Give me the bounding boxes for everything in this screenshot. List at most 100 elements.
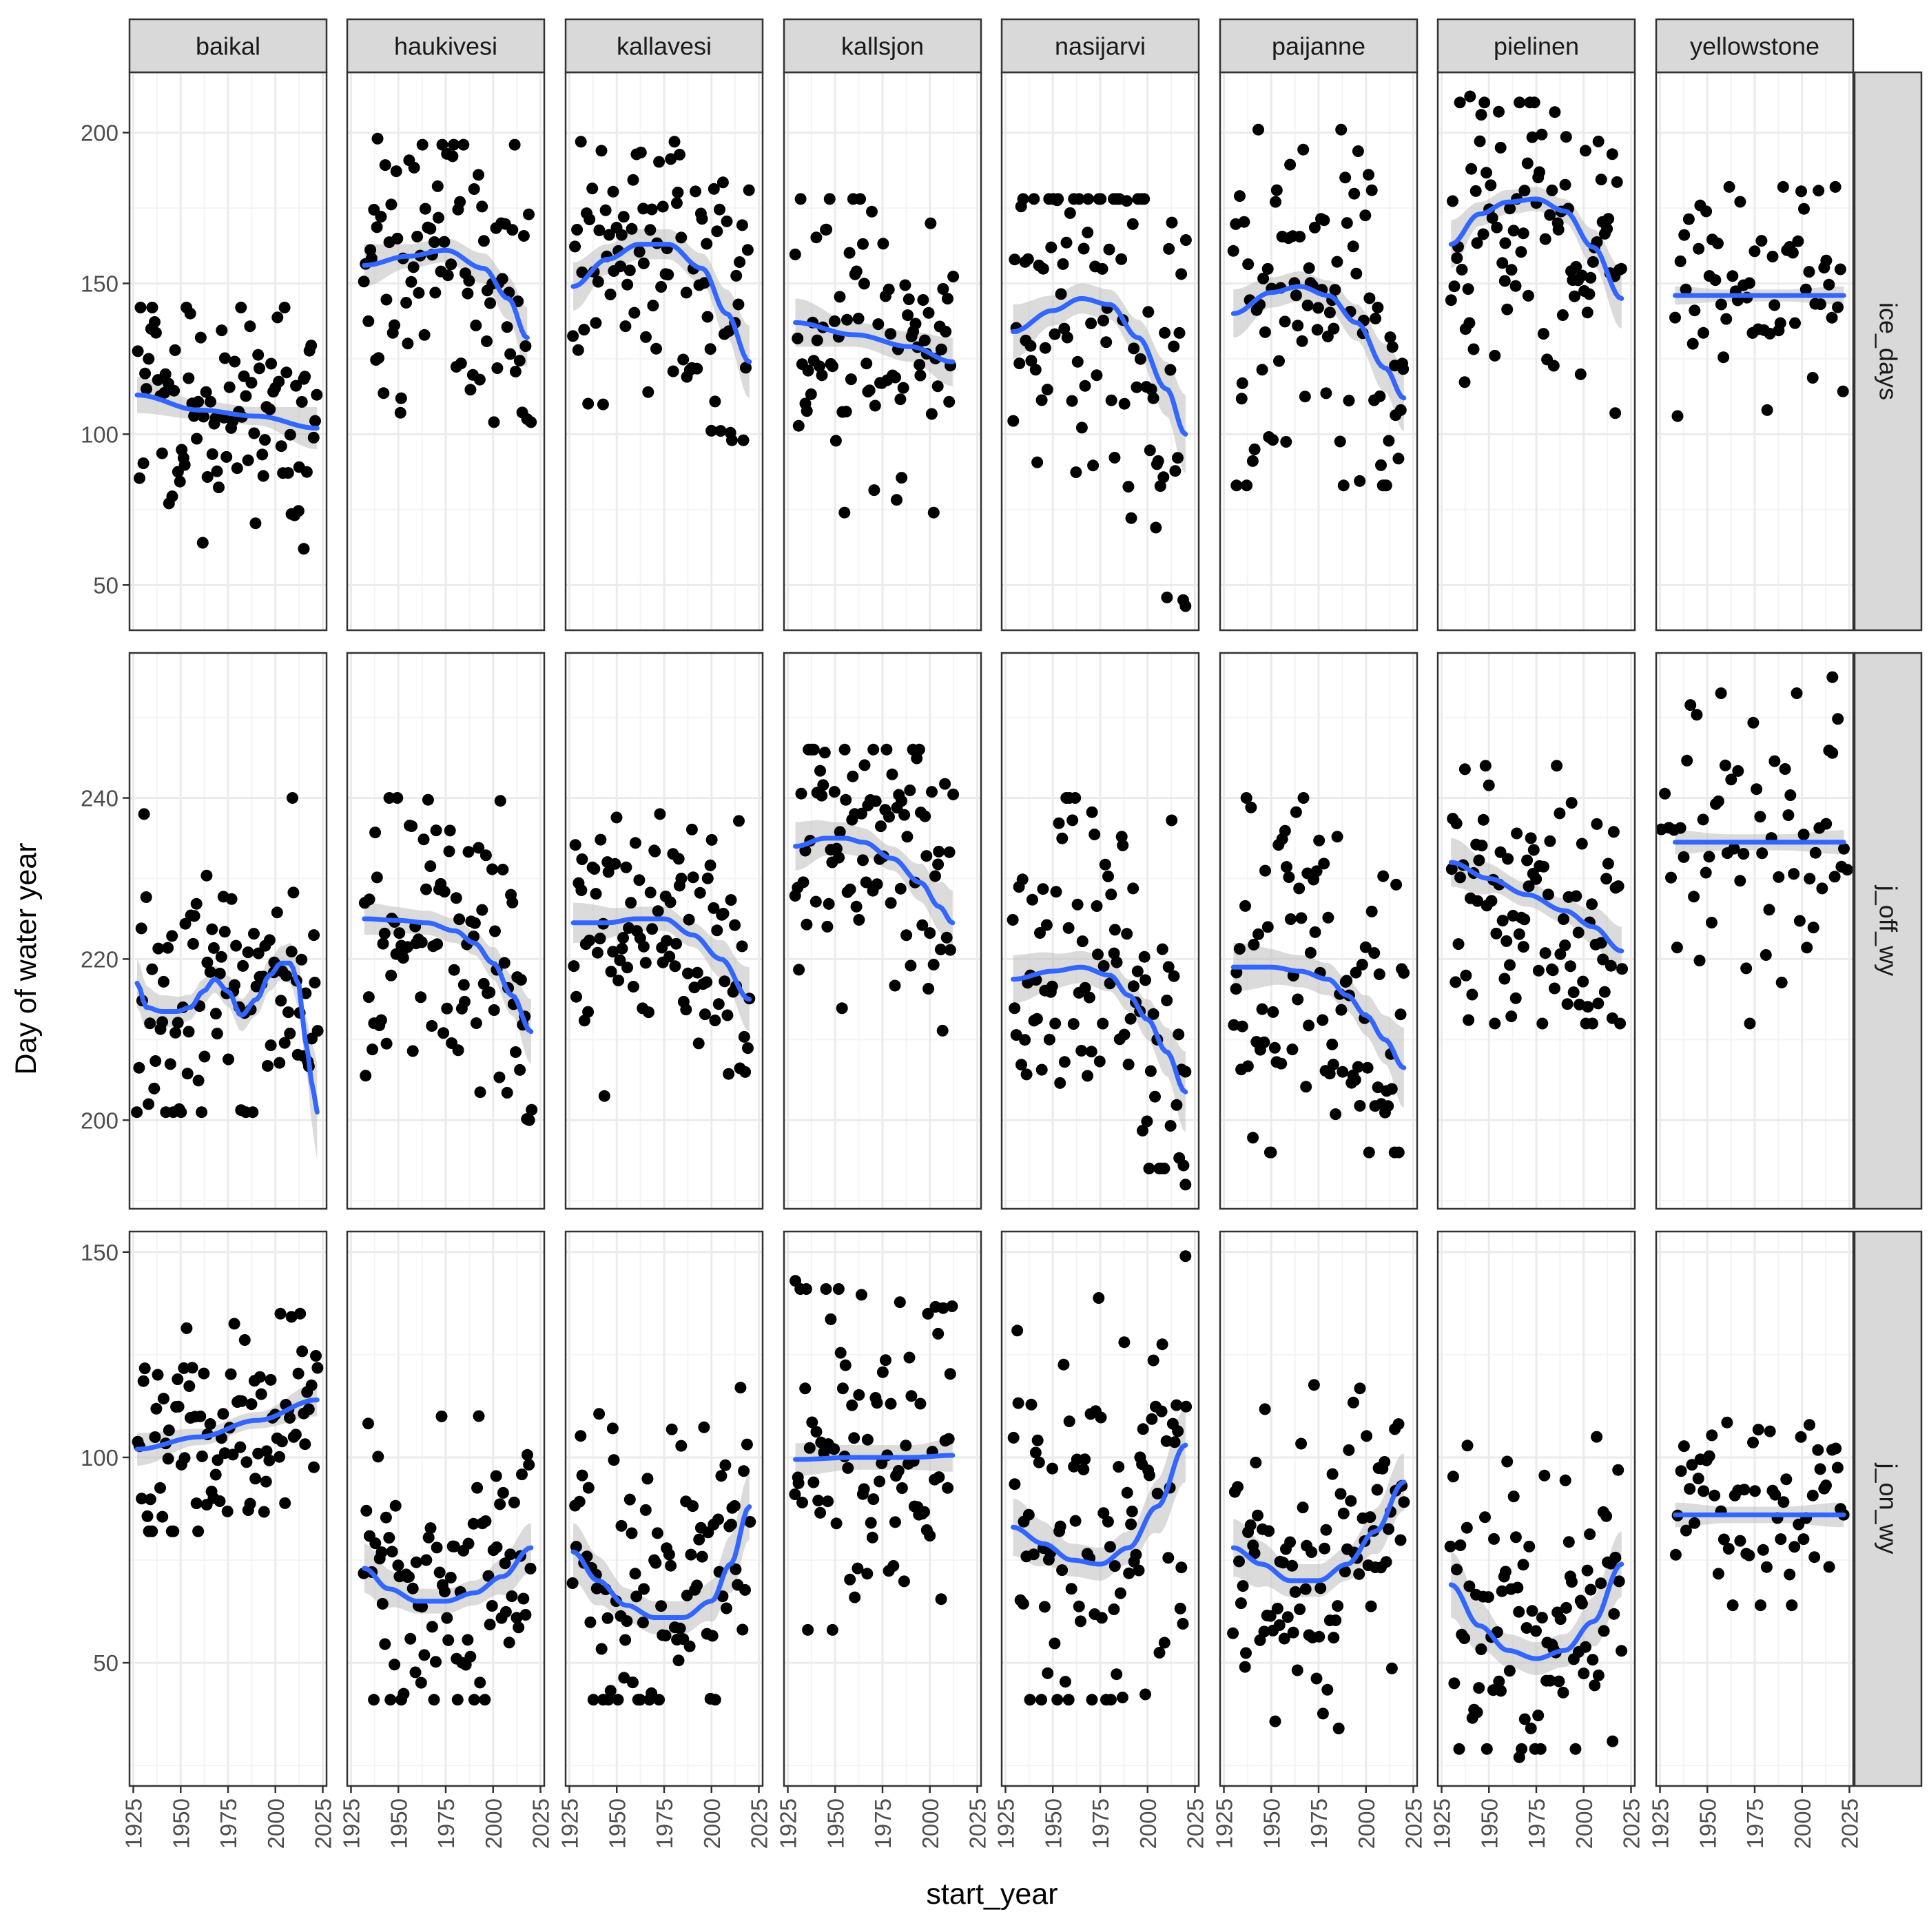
data-point [823,193,836,205]
data-point [166,490,178,503]
data-point [1093,1055,1106,1068]
data-point [240,1456,253,1468]
data-point [477,235,490,247]
data-point [728,1500,741,1512]
data-point [294,1307,307,1320]
data-point [817,779,829,791]
data-point [1579,145,1591,157]
data-point [918,1506,931,1518]
panel-j_on_wy-kallavesi [564,1230,764,1787]
trend-line [362,247,530,340]
data-point [499,1557,511,1570]
y-axis-title: Day of water year [10,843,43,1075]
data-point [944,944,956,956]
data-point [1150,521,1162,534]
data-point [1768,299,1781,311]
facet-strip-top [346,18,546,74]
data-point [1503,1665,1516,1677]
data-point [1489,1017,1501,1030]
data-point [249,517,262,530]
data-point [889,371,901,384]
panel-border [346,652,546,1210]
data-point [1712,237,1724,249]
data-point [1064,207,1076,219]
data-point [1761,404,1773,416]
data-point [792,1477,805,1489]
data-point [628,307,641,319]
data-point [627,981,639,993]
data-point [1284,1536,1297,1548]
data-point [201,956,214,968]
data-point [594,933,606,945]
data-point [852,1562,864,1575]
data-point [1361,1430,1373,1442]
data-point [1829,180,1842,193]
data-point [597,398,609,411]
data-point [1079,380,1091,392]
data-point [525,416,537,428]
data-point [227,1448,239,1461]
data-point [1339,172,1352,184]
data-point [1841,864,1853,876]
data-point [135,922,147,935]
data-point [637,1617,649,1629]
data-point [1261,262,1274,275]
data-point [476,904,488,916]
data-point [612,1694,624,1706]
data-point [1263,1525,1275,1537]
data-point [642,386,654,398]
data-point [1693,242,1705,255]
data-point [451,1694,464,1706]
data-point [501,1087,513,1099]
panel-j_on_wy-paijanne [1219,1230,1419,1787]
data-point [1326,1468,1339,1480]
data-point [807,743,820,756]
data-point [889,1516,901,1528]
data-point [605,966,617,978]
data-point [162,942,174,954]
data-point [1612,1464,1624,1476]
data-point [576,266,588,278]
data-point [1075,422,1088,434]
data-point [231,462,243,475]
y-tick-label: 200 [81,1108,118,1133]
data-point [1122,481,1135,493]
data-point [1703,851,1715,863]
data-point [732,298,745,311]
data-point [422,793,434,806]
data-point [360,1070,372,1082]
facet-label-right: j_on_wy [1875,1462,1903,1554]
data-point [1070,466,1082,479]
data-point [473,169,484,181]
data-point [1789,317,1801,329]
data-point [242,946,254,959]
data-point [1075,1615,1086,1628]
data-point [1518,913,1531,926]
data-point [1027,893,1038,906]
data-point [601,1612,614,1624]
data-point [1591,818,1603,830]
data-point [136,1493,148,1505]
x-tick-label: 2025 [311,1798,336,1849]
data-point [415,1676,427,1689]
data-point [1552,223,1565,236]
data-point [1299,391,1311,403]
data-point [406,1582,419,1595]
data-point [821,920,834,933]
data-point [1526,1605,1538,1617]
data-point [1832,713,1844,725]
data-point [699,277,710,289]
facet-label-top: pielinen [1494,32,1579,61]
data-point [1740,962,1753,975]
data-point [807,1476,820,1488]
data-point [1392,1418,1405,1431]
data-point [441,1002,453,1015]
trend-line [1011,964,1188,1094]
data-point [158,975,169,988]
data-point [1601,222,1613,235]
x-tick-label: 1975 [1742,1798,1768,1849]
data-point [621,962,633,974]
data-point [133,1061,145,1074]
data-point [1448,280,1461,293]
data-point [230,939,243,952]
